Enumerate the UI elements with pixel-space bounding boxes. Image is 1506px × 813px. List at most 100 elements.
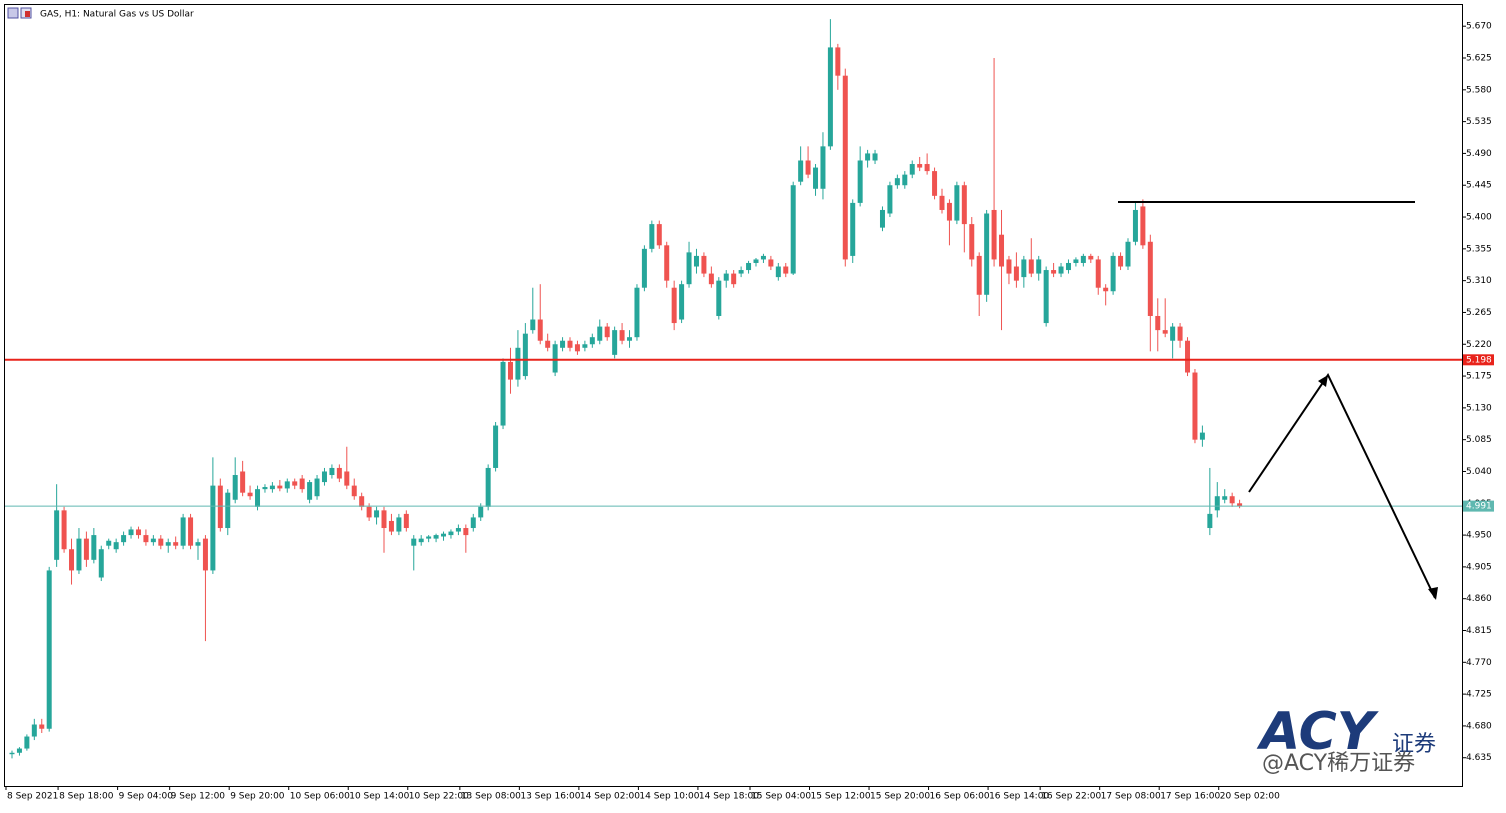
candle-body	[686, 252, 692, 285]
candle-body	[1118, 255, 1124, 267]
x-tick-label: 8 Sep 18:00	[59, 792, 114, 802]
candle-body	[433, 535, 439, 539]
candle-body	[1237, 503, 1243, 507]
candle-body	[500, 361, 506, 426]
candle-body	[217, 485, 223, 529]
watermark-handle: @ACY稀万证券	[1262, 751, 1415, 776]
candle-body	[388, 520, 394, 532]
candle-body	[1125, 241, 1131, 267]
candle-body	[255, 489, 261, 507]
candle-body	[485, 467, 491, 507]
candle-body	[39, 724, 45, 729]
candle-body	[813, 167, 819, 189]
candle-body	[961, 185, 967, 225]
x-tick-label: 9 Sep 12:00	[171, 792, 226, 802]
candle-body	[768, 259, 774, 267]
candle-body	[746, 262, 752, 271]
candle-body	[1021, 259, 1027, 278]
candle-body	[954, 185, 960, 221]
y-tick-label: 5.625	[1466, 54, 1492, 64]
y-tick-label: 5.670	[1466, 22, 1492, 32]
candle-body	[894, 178, 900, 186]
x-tick-label: 14 Sep 18:00	[699, 792, 759, 802]
x-tick-label: 8 Sep 2021	[7, 792, 58, 802]
candle-body	[128, 529, 134, 536]
candle-body	[656, 224, 662, 246]
candle-body	[552, 344, 558, 373]
candle-body	[359, 496, 365, 507]
y-tick-label: 4.860	[1466, 594, 1492, 604]
candle-body	[121, 535, 127, 543]
x-tick-label: 15 Sep 12:00	[811, 792, 871, 802]
y-tick-label: 4.905	[1466, 562, 1492, 572]
candle-body	[31, 724, 37, 737]
candle-body	[1043, 270, 1049, 324]
candle-body	[1214, 496, 1220, 511]
candle-body	[61, 510, 67, 550]
candle-body	[872, 153, 878, 161]
candle-body	[835, 47, 841, 76]
candle-body	[210, 485, 216, 571]
candle-body	[999, 234, 1005, 267]
candle-body	[671, 287, 677, 324]
y-tick-label: 5.085	[1466, 435, 1492, 445]
candle-body	[54, 510, 60, 560]
candle-body	[574, 344, 580, 352]
candle-body	[98, 549, 104, 578]
candle-body	[1185, 340, 1191, 373]
y-tick-label: 5.175	[1466, 372, 1492, 382]
candle-body	[850, 202, 856, 256]
x-tick-label: 20 Sep 02:00	[1220, 792, 1280, 802]
candle-body	[619, 330, 625, 341]
candle-body	[1140, 206, 1146, 246]
candle-body	[106, 540, 112, 546]
candle-body	[1103, 287, 1109, 292]
candle-body	[820, 146, 826, 189]
candle-body	[507, 361, 513, 380]
candle-body	[731, 273, 737, 285]
candle-body	[1058, 266, 1064, 274]
candle-body	[240, 471, 246, 493]
candle-body	[522, 333, 528, 377]
candle-body	[448, 531, 454, 536]
candle-body	[708, 273, 714, 285]
y-tick-label: 4.815	[1466, 626, 1492, 636]
plot-frame	[4, 4, 1463, 787]
candle-body	[909, 164, 915, 175]
candle-body	[232, 475, 238, 500]
candle-body	[135, 529, 141, 536]
candle-body	[381, 510, 387, 529]
candle-body	[336, 467, 342, 479]
candle-body	[292, 481, 298, 486]
x-tick-label: 16 Sep 06:00	[930, 792, 990, 802]
forecast-arrow	[1248, 372, 1436, 599]
candle-body	[150, 538, 156, 543]
x-tick-label: 10 Sep 06:00	[290, 792, 350, 802]
y-tick-label: 5.220	[1466, 340, 1492, 350]
candle-body	[195, 542, 201, 546]
candle-body	[842, 75, 848, 260]
candle-body	[760, 255, 766, 260]
candle-body	[1132, 209, 1138, 242]
candle-body	[158, 538, 164, 546]
price-label-box	[1463, 354, 1494, 366]
candle-body	[865, 153, 871, 161]
candle-body	[775, 266, 781, 278]
y-tick-label: 5.040	[1466, 467, 1492, 477]
candle-body	[478, 506, 484, 518]
candle-body	[225, 492, 231, 529]
candle-body	[1199, 432, 1205, 440]
candle-body	[1207, 513, 1213, 529]
candle-body	[530, 319, 536, 331]
candle-body	[693, 255, 699, 267]
candle-body	[917, 164, 923, 168]
candle-body	[805, 160, 811, 175]
candle-body	[924, 164, 930, 172]
candle-body	[277, 485, 283, 489]
candle-body	[790, 185, 796, 274]
x-tick-label: 16 Sep 14:00	[989, 792, 1049, 802]
candle-body	[634, 287, 640, 338]
candle-body	[783, 266, 789, 274]
candle-body	[976, 255, 982, 295]
candle-body	[463, 528, 469, 536]
